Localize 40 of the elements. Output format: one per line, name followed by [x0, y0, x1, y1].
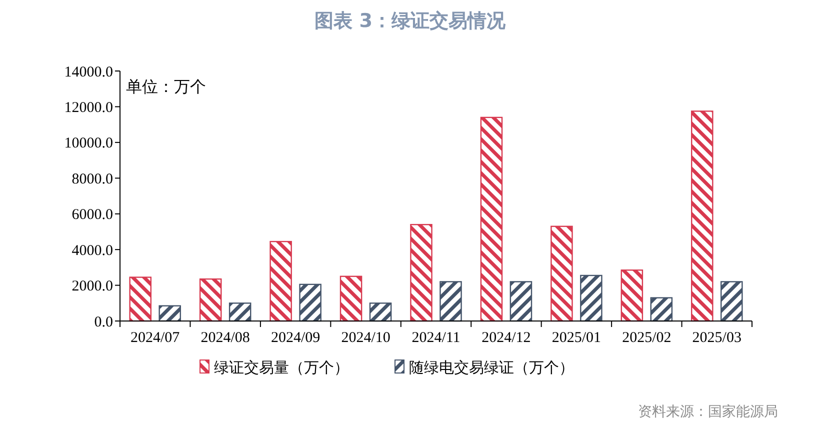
bar — [199, 278, 222, 322]
x-tick-label: 2024/08 — [200, 330, 250, 346]
y-tick-label: 8000.0 — [72, 171, 113, 188]
bar — [369, 302, 392, 322]
y-tick-label: 0.0 — [94, 314, 113, 330]
y-tick-label: 14000.0 — [64, 64, 113, 80]
x-tick-label: 2024/10 — [341, 330, 390, 346]
bar — [720, 281, 743, 322]
y-tick-label: 10000.0 — [64, 136, 113, 152]
bar — [691, 110, 714, 322]
legend-label: 绿证交易量（万个） — [214, 359, 349, 376]
annotation: 单位：万个 — [126, 78, 206, 96]
x-tick-label: 2025/03 — [692, 330, 742, 346]
bar — [410, 224, 432, 322]
y-tick-label: 6000.0 — [72, 207, 113, 224]
y-tick-label: 4000.0 — [72, 242, 113, 259]
x-tick-label: 2025/02 — [622, 330, 672, 346]
x-tick-label: 2024/11 — [412, 330, 460, 346]
x-tick-label: 2025/01 — [552, 330, 602, 346]
y-tick-label: 12000.0 — [64, 100, 113, 116]
bar — [550, 226, 573, 322]
bar — [480, 116, 503, 322]
bar — [620, 270, 644, 322]
bar — [340, 276, 362, 322]
bar — [580, 274, 602, 322]
x-tick-label: 2024/09 — [270, 330, 320, 346]
bar — [440, 281, 462, 322]
bar — [299, 284, 322, 322]
chart-title: 图表 3：绿证交易情况 — [314, 10, 506, 32]
bar — [510, 281, 532, 322]
y-tick-label: 2000.0 — [72, 278, 113, 295]
bar — [129, 276, 152, 322]
bar — [158, 305, 181, 322]
x-tick-label: 2024/12 — [482, 330, 531, 346]
bar — [228, 302, 252, 322]
bar — [270, 240, 292, 322]
x-tick-label: 2024/07 — [130, 330, 180, 346]
bar — [650, 297, 673, 322]
legend-label: 随绿电交易绿证（万个） — [409, 359, 574, 376]
text: 资料来源：国家能源局 — [638, 404, 778, 420]
